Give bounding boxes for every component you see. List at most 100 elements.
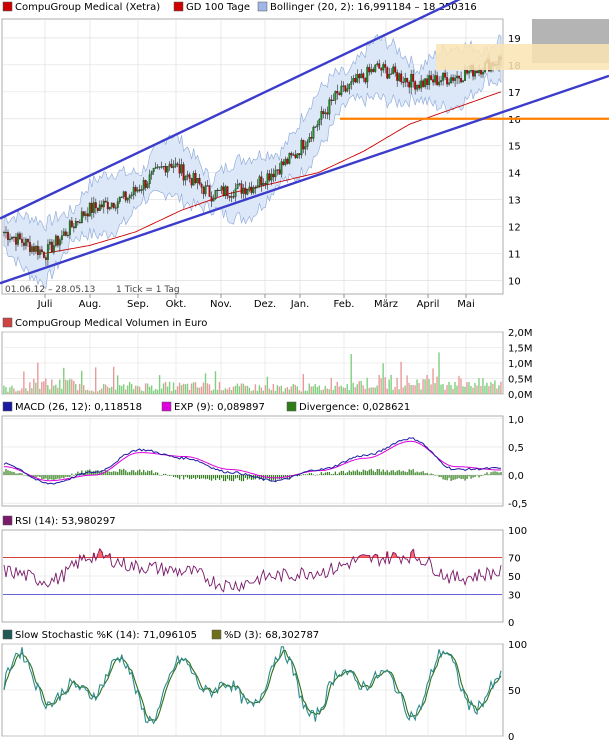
candle-body bbox=[230, 196, 233, 198]
volume-bar bbox=[156, 389, 159, 394]
divergence-bar bbox=[314, 475, 316, 476]
candle-body bbox=[306, 141, 309, 147]
volume-bar bbox=[322, 389, 324, 394]
divergence-bar bbox=[430, 473, 432, 476]
volume-bar bbox=[302, 374, 304, 394]
candle-body bbox=[150, 171, 153, 175]
candle-body bbox=[168, 163, 171, 167]
volume-bar bbox=[81, 370, 83, 394]
candle-body bbox=[130, 194, 133, 196]
volume-bar bbox=[400, 361, 402, 394]
volume-bar bbox=[372, 387, 374, 394]
candle-body bbox=[242, 187, 245, 194]
candle-body bbox=[258, 176, 261, 186]
candle-body bbox=[402, 81, 405, 83]
candle-body bbox=[320, 111, 323, 120]
divergence-bar bbox=[7, 470, 9, 476]
candle-body bbox=[228, 195, 231, 198]
volume-tick-4: 2,0M bbox=[508, 328, 533, 339]
divergence-bar bbox=[236, 475, 239, 478]
divergence-bar bbox=[444, 475, 446, 480]
candle-body bbox=[384, 64, 387, 68]
candle-body bbox=[376, 63, 379, 66]
divergence-bar bbox=[53, 475, 55, 481]
candle-body bbox=[54, 235, 57, 246]
divergence-bar bbox=[199, 475, 201, 480]
candle-body bbox=[226, 186, 229, 197]
volume-bar bbox=[358, 381, 360, 394]
divergence-bar bbox=[15, 473, 17, 476]
volume-bar bbox=[482, 378, 484, 394]
volume-bar bbox=[63, 367, 65, 394]
volume-bar bbox=[176, 386, 179, 394]
divergence-bar bbox=[440, 475, 442, 478]
volume-bar bbox=[410, 385, 412, 394]
rsi-overbought bbox=[410, 551, 413, 558]
candle-body bbox=[126, 197, 129, 201]
volume-bar bbox=[246, 385, 249, 394]
volume-bar bbox=[304, 390, 306, 394]
divergence-bar bbox=[468, 475, 470, 477]
candle-body bbox=[156, 166, 159, 168]
volume-bar bbox=[204, 373, 207, 394]
divergence-bar bbox=[171, 475, 173, 476]
divergence-bar bbox=[55, 475, 57, 480]
volume-bar bbox=[310, 386, 312, 394]
candle-body bbox=[436, 75, 439, 85]
volume-bar bbox=[434, 383, 436, 394]
volume-bar bbox=[87, 389, 89, 394]
divergence-bar bbox=[318, 474, 320, 476]
volume-bar bbox=[236, 383, 239, 394]
volume-bar bbox=[248, 387, 251, 394]
volume-bar bbox=[270, 390, 273, 394]
divergence-bar bbox=[442, 475, 444, 480]
candle-body bbox=[44, 257, 47, 260]
candle-body bbox=[408, 82, 411, 88]
divergence-bar bbox=[59, 475, 61, 479]
candle-body bbox=[280, 161, 283, 175]
macd-legend-swatch-2 bbox=[286, 401, 297, 412]
macd-line bbox=[3, 437, 502, 485]
volume-bar bbox=[200, 386, 203, 394]
candle-body bbox=[15, 236, 17, 245]
volume-bar bbox=[136, 385, 139, 394]
divergence-bar bbox=[348, 470, 350, 476]
volume-bar bbox=[296, 386, 299, 394]
volume-bar bbox=[308, 383, 310, 394]
divergence-bar bbox=[201, 475, 203, 479]
candle-body bbox=[154, 167, 157, 169]
divergence-bar bbox=[117, 471, 119, 476]
volume-bar bbox=[460, 378, 462, 394]
candle-body bbox=[476, 70, 479, 74]
divergence-bar bbox=[145, 472, 147, 476]
divergence-bar bbox=[358, 471, 360, 476]
volume-bar bbox=[488, 386, 490, 394]
volume-bar bbox=[256, 390, 259, 394]
volume-bar bbox=[334, 385, 336, 394]
candle-body bbox=[316, 124, 319, 127]
volume-bar bbox=[120, 385, 123, 394]
candle-body bbox=[274, 169, 277, 178]
divergence-bar bbox=[147, 470, 149, 476]
candle-body bbox=[366, 67, 369, 83]
divergence-bar bbox=[101, 470, 103, 476]
candle-body bbox=[440, 80, 443, 83]
candle-body bbox=[462, 80, 465, 83]
divergence-bar bbox=[486, 472, 488, 476]
divergence-bar bbox=[234, 475, 237, 479]
divergence-bar bbox=[304, 474, 306, 476]
candle-body bbox=[240, 183, 243, 194]
volume-bar bbox=[19, 390, 21, 394]
volume-bar bbox=[348, 390, 350, 394]
volume-legend: CompuGroup Medical Volumen in Euro bbox=[2, 317, 207, 329]
candle-body bbox=[90, 202, 93, 213]
volume-bar bbox=[97, 391, 99, 394]
candle-body bbox=[80, 211, 83, 223]
volume-grid bbox=[3, 331, 502, 395]
month-axis: Juli Aug. Sep. Okt. Nov. Dez. Jan. Feb. März Apri… bbox=[37, 294, 475, 310]
candle-body bbox=[64, 231, 67, 236]
candle-body bbox=[224, 186, 227, 196]
volume-bar bbox=[148, 386, 151, 394]
volume-bar bbox=[47, 385, 49, 394]
candle-body bbox=[96, 207, 99, 211]
